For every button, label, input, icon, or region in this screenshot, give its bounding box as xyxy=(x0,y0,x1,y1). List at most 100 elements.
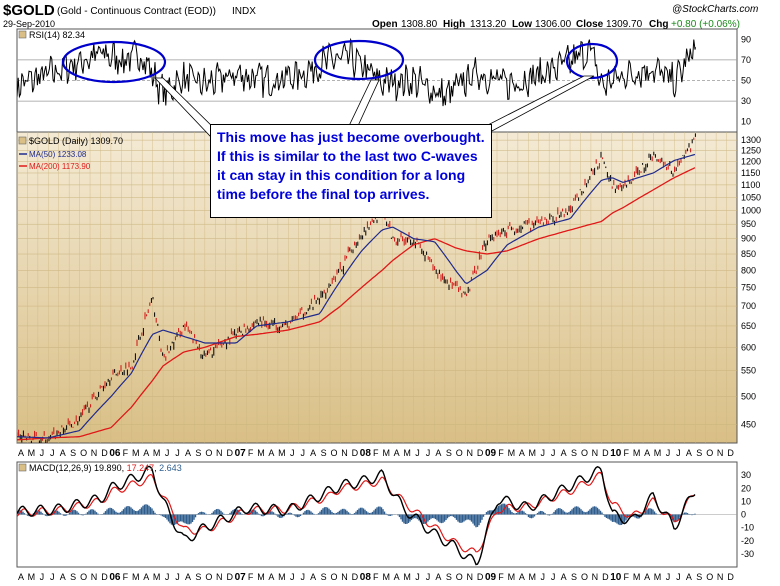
price-tick-label: 1150 xyxy=(741,168,760,178)
month-tick-label: M xyxy=(654,572,662,582)
price-tick-label: 850 xyxy=(741,249,756,259)
price-tick-label: 450 xyxy=(741,420,756,430)
month-tick-label: J xyxy=(290,572,295,582)
month-tick-label: J xyxy=(300,448,305,458)
macd-legend-sep1: , xyxy=(122,463,125,473)
month-tick-label: O xyxy=(581,572,588,582)
year-tick-label: 08 xyxy=(360,448,372,459)
month-tick-label: J xyxy=(415,572,420,582)
month-tick-label: J xyxy=(50,448,55,458)
time-axis-bottom: A M J J A S O N D 06 F M A M J J A S O N D 07 F M A M J J A S O N D 08 F M A… xyxy=(18,572,734,583)
month-tick-label: F xyxy=(123,448,129,458)
month-tick-label: J xyxy=(175,572,180,582)
month-tick-label: J xyxy=(415,448,420,458)
month-tick-label: M xyxy=(508,448,516,458)
month-tick-label: S xyxy=(195,448,201,458)
high-label: High xyxy=(443,19,465,30)
month-tick-label: A xyxy=(268,572,274,582)
month-tick-label: F xyxy=(498,572,504,582)
month-tick-label: O xyxy=(706,448,713,458)
month-tick-label: M xyxy=(633,448,641,458)
price-tick-label: 750 xyxy=(741,283,756,293)
macd-signal-line xyxy=(17,471,696,553)
year-tick-label: 09 xyxy=(485,448,497,459)
month-tick-label: A xyxy=(561,572,567,582)
month-tick-label: D xyxy=(477,448,484,458)
month-tick-label: F xyxy=(248,448,254,458)
chart-description: (Gold - Continuous Contract (EOD)) xyxy=(57,6,216,17)
month-tick-label: S xyxy=(195,572,201,582)
month-tick-label: S xyxy=(70,448,76,458)
month-tick-label: M xyxy=(403,448,411,458)
month-tick-label: J xyxy=(50,572,55,582)
macd-legend-label: MACD(12,26,9) xyxy=(29,463,92,473)
month-tick-label: S xyxy=(446,448,452,458)
month-tick-label: O xyxy=(706,572,713,582)
price-tick-label: 650 xyxy=(741,321,756,331)
month-tick-label: N xyxy=(216,448,223,458)
month-tick-label: D xyxy=(602,448,609,458)
month-tick-label: M xyxy=(654,448,662,458)
ma200-legend: MA(200) 1173.90 xyxy=(29,162,91,171)
month-tick-label: J xyxy=(40,572,45,582)
macd-legend-sep2: , xyxy=(154,463,157,473)
month-tick-label: A xyxy=(435,448,441,458)
month-tick-label: A xyxy=(185,572,191,582)
chart-symbol: $GOLD xyxy=(3,2,55,19)
month-tick-label: O xyxy=(331,572,338,582)
price-legend-swatch xyxy=(18,136,27,145)
month-tick-label: M xyxy=(382,448,390,458)
time-axis-top: A M J J A S O N D 06 F M A M J J A S O N D 07 F M A M J J A S O N D 08 F M A… xyxy=(18,448,734,459)
month-tick-label: D xyxy=(602,572,609,582)
macd-tick-label: -10 xyxy=(741,523,754,533)
macd-tick-label: 30 xyxy=(741,470,751,480)
ma50-line xyxy=(17,153,696,439)
month-tick-label: F xyxy=(373,448,379,458)
month-tick-label: A xyxy=(310,448,316,458)
chg-label: Chg xyxy=(649,19,668,30)
month-tick-label: N xyxy=(717,572,724,582)
month-tick-label: F xyxy=(498,448,504,458)
month-tick-label: D xyxy=(101,572,108,582)
overbought-ellipse-3 xyxy=(565,42,619,80)
price-tick-label: 600 xyxy=(741,342,756,352)
month-tick-label: N xyxy=(216,572,223,582)
year-tick-label: 08 xyxy=(360,572,372,583)
month-tick-label: M xyxy=(278,572,286,582)
month-tick-label: D xyxy=(226,572,233,582)
month-tick-label: J xyxy=(540,448,545,458)
ma200-line xyxy=(17,167,696,441)
close-label: Close xyxy=(576,19,604,30)
close-value: 1309.70 xyxy=(606,19,643,30)
month-tick-label: N xyxy=(91,572,98,582)
year-tick-label: 09 xyxy=(485,572,497,583)
overbought-ellipse-2 xyxy=(313,39,405,81)
month-tick-label: A xyxy=(644,448,650,458)
rsi-tick-label: 50 xyxy=(741,76,751,86)
price-tick-label: 900 xyxy=(741,234,756,244)
month-tick-label: J xyxy=(426,572,431,582)
month-tick-label: N xyxy=(341,448,348,458)
chg-value: +0.80 (+0.06%) xyxy=(671,19,740,30)
month-tick-label: A xyxy=(310,572,316,582)
month-tick-label: O xyxy=(205,572,212,582)
month-tick-label: M xyxy=(508,572,516,582)
month-tick-label: M xyxy=(28,448,36,458)
month-tick-label: F xyxy=(623,572,629,582)
month-tick-label: D xyxy=(352,572,359,582)
year-tick-label: 07 xyxy=(235,448,247,459)
ma50-legend: MA(50) 1233.08 xyxy=(29,150,87,159)
chart-exchange: INDX xyxy=(232,6,256,17)
month-tick-label: S xyxy=(70,572,76,582)
month-tick-label: M xyxy=(132,572,140,582)
month-tick-label: A xyxy=(435,572,441,582)
rsi-tick-label: 90 xyxy=(741,34,751,44)
macd-legend-signal: 17.247 xyxy=(127,463,155,473)
month-tick-label: A xyxy=(18,572,24,582)
month-tick-label: S xyxy=(446,572,452,582)
open-label: Open xyxy=(372,19,398,30)
month-tick-label: A xyxy=(644,572,650,582)
month-tick-label: S xyxy=(696,572,702,582)
month-tick-label: J xyxy=(40,448,45,458)
macd-line xyxy=(17,465,696,566)
